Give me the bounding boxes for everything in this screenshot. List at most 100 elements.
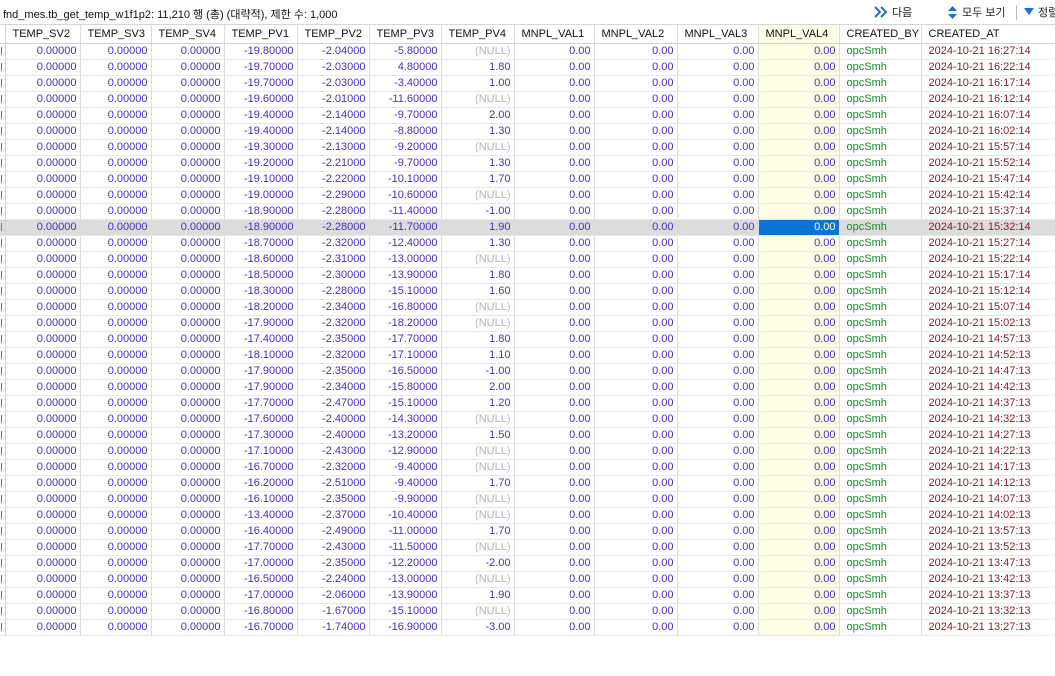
cell-temp-pv4[interactable]: (NULL) [441, 491, 515, 508]
cell-temp-pv4[interactable]: 1.30 [441, 235, 515, 252]
table-row[interactable]: 0.00000 0.00000 0.00000 -16.10000 -2.35000 -9… [0, 491, 1055, 508]
cell-temp-pv1[interactable]: -18.90000 [224, 203, 298, 220]
table-row[interactable]: 0.00000 0.00000 0.00000 -19.70000 -2.03000 -3… [0, 75, 1055, 92]
cell-mnpl-val1[interactable]: 0.00 [514, 443, 595, 460]
cell-temp-pv1[interactable]: -18.90000 [224, 219, 298, 236]
cell-mnpl-val4[interactable]: 0.00 [758, 459, 840, 476]
cell-mnpl-val2[interactable]: 0.00 [594, 443, 678, 460]
cell-mnpl-val3[interactable]: 0.00 [677, 491, 759, 508]
cell-temp-sv2[interactable]: 0.00000 [5, 315, 81, 332]
cell-mnpl-val3[interactable]: 0.00 [677, 603, 759, 620]
cell-temp-pv3[interactable]: -13.90000 [369, 267, 442, 284]
table-row[interactable]: 0.00000 0.00000 0.00000 -17.10000 -2.43000 -1… [0, 443, 1055, 460]
cell-temp-pv3[interactable]: -11.50000 [369, 539, 442, 556]
row-header[interactable] [0, 219, 6, 236]
cell-temp-sv4[interactable]: 0.00000 [151, 43, 225, 60]
table-row[interactable]: 0.00000 0.00000 0.00000 -16.50000 -2.24000 -1… [0, 571, 1055, 588]
cell-mnpl-val1[interactable]: 0.00 [514, 523, 595, 540]
table-row[interactable]: 0.00000 0.00000 0.00000 -16.70000 -2.32000 -9… [0, 459, 1055, 476]
cell-temp-pv2[interactable]: -2.35000 [297, 555, 370, 572]
cell-temp-pv2[interactable]: -2.14000 [297, 123, 370, 140]
cell-temp-sv2[interactable]: 0.00000 [5, 203, 81, 220]
cell-mnpl-val3[interactable]: 0.00 [677, 379, 759, 396]
cell-temp-sv4[interactable]: 0.00000 [151, 299, 225, 316]
cell-created-at[interactable]: 2024-10-21 15:57:14 [921, 139, 1055, 156]
cell-temp-pv1[interactable]: -18.20000 [224, 299, 298, 316]
cell-mnpl-val4[interactable]: 0.00 [758, 331, 840, 348]
cell-created-by[interactable]: opcSmh [839, 571, 922, 588]
cell-temp-sv3[interactable]: 0.00000 [80, 171, 152, 188]
column-header-created-by[interactable]: CREATED_BY [839, 25, 922, 44]
cell-temp-pv2[interactable]: -2.13000 [297, 139, 370, 156]
cell-temp-pv4[interactable]: 1.20 [441, 395, 515, 412]
cell-temp-pv4[interactable]: 1.60 [441, 283, 515, 300]
cell-mnpl-val3[interactable]: 0.00 [677, 123, 759, 140]
cell-temp-pv3[interactable]: -15.10000 [369, 395, 442, 412]
cell-temp-pv1[interactable]: -19.30000 [224, 139, 298, 156]
row-header[interactable] [0, 571, 6, 588]
cell-temp-sv3[interactable]: 0.00000 [80, 59, 152, 76]
table-row[interactable]: 0.00000 0.00000 0.00000 -18.30000 -2.28000 -1… [0, 283, 1055, 300]
cell-mnpl-val2[interactable]: 0.00 [594, 299, 678, 316]
cell-created-by[interactable]: opcSmh [839, 523, 922, 540]
cell-temp-pv3[interactable]: -11.60000 [369, 91, 442, 108]
cell-mnpl-val1[interactable]: 0.00 [514, 299, 595, 316]
cell-mnpl-val3[interactable]: 0.00 [677, 587, 759, 604]
cell-created-at[interactable]: 2024-10-21 13:37:13 [921, 587, 1055, 604]
cell-temp-pv4[interactable]: (NULL) [441, 411, 515, 428]
cell-temp-pv3[interactable]: 4.80000 [369, 59, 442, 76]
cell-temp-pv4[interactable]: (NULL) [441, 187, 515, 204]
cell-mnpl-val2[interactable]: 0.00 [594, 283, 678, 300]
cell-mnpl-val4[interactable]: 0.00 [758, 251, 840, 268]
table-row[interactable]: 0.00000 0.00000 0.00000 -18.20000 -2.34000 -1… [0, 299, 1055, 316]
cell-temp-pv2[interactable]: -2.32000 [297, 315, 370, 332]
cell-mnpl-val3[interactable]: 0.00 [677, 315, 759, 332]
cell-temp-sv4[interactable]: 0.00000 [151, 219, 225, 236]
cell-temp-sv4[interactable]: 0.00000 [151, 459, 225, 476]
cell-temp-sv2[interactable]: 0.00000 [5, 219, 81, 236]
cell-created-by[interactable]: opcSmh [839, 411, 922, 428]
table-row[interactable]: 0.00000 0.00000 0.00000 -18.70000 -2.32000 -1… [0, 235, 1055, 252]
cell-mnpl-val3[interactable]: 0.00 [677, 187, 759, 204]
cell-temp-sv2[interactable]: 0.00000 [5, 571, 81, 588]
cell-mnpl-val3[interactable]: 0.00 [677, 507, 759, 524]
cell-mnpl-val3[interactable]: 0.00 [677, 283, 759, 300]
cell-temp-pv2[interactable]: -2.31000 [297, 251, 370, 268]
cell-mnpl-val4[interactable]: 0.00 [758, 571, 840, 588]
cell-temp-pv4[interactable]: (NULL) [441, 43, 515, 60]
cell-temp-pv1[interactable]: -17.60000 [224, 411, 298, 428]
cell-created-by[interactable]: opcSmh [839, 427, 922, 444]
cell-created-at[interactable]: 2024-10-21 16:12:14 [921, 91, 1055, 108]
cell-mnpl-val3[interactable]: 0.00 [677, 219, 759, 236]
cell-temp-sv3[interactable]: 0.00000 [80, 155, 152, 172]
cell-temp-pv3[interactable]: -13.90000 [369, 587, 442, 604]
cell-created-by[interactable]: opcSmh [839, 59, 922, 76]
cell-mnpl-val2[interactable]: 0.00 [594, 219, 678, 236]
cell-mnpl-val4[interactable]: 0.00 [758, 171, 840, 188]
cell-temp-pv4[interactable]: (NULL) [441, 91, 515, 108]
cell-created-at[interactable]: 2024-10-21 16:27:14 [921, 43, 1055, 60]
row-header[interactable] [0, 395, 6, 412]
cell-temp-pv2[interactable]: -2.28000 [297, 203, 370, 220]
cell-temp-pv2[interactable]: -2.29000 [297, 187, 370, 204]
row-header[interactable] [0, 59, 6, 76]
cell-mnpl-val3[interactable]: 0.00 [677, 107, 759, 124]
cell-temp-sv2[interactable]: 0.00000 [5, 379, 81, 396]
table-row[interactable]: 0.00000 0.00000 0.00000 -16.40000 -2.49000 -1… [0, 523, 1055, 540]
cell-temp-pv3[interactable]: -13.00000 [369, 571, 442, 588]
cell-temp-pv4[interactable]: 1.80 [441, 267, 515, 284]
cell-temp-sv2[interactable]: 0.00000 [5, 171, 81, 188]
cell-temp-sv2[interactable]: 0.00000 [5, 363, 81, 380]
cell-created-at[interactable]: 2024-10-21 14:37:13 [921, 395, 1055, 412]
cell-mnpl-val1[interactable]: 0.00 [514, 203, 595, 220]
cell-temp-sv3[interactable]: 0.00000 [80, 299, 152, 316]
cell-mnpl-val3[interactable]: 0.00 [677, 443, 759, 460]
cell-temp-pv4[interactable]: 1.90 [441, 219, 515, 236]
cell-temp-pv1[interactable]: -17.30000 [224, 427, 298, 444]
cell-created-at[interactable]: 2024-10-21 14:17:13 [921, 459, 1055, 476]
cell-temp-sv3[interactable]: 0.00000 [80, 507, 152, 524]
cell-temp-sv3[interactable]: 0.00000 [80, 363, 152, 380]
cell-temp-pv1[interactable]: -16.80000 [224, 603, 298, 620]
cell-temp-pv2[interactable]: -2.35000 [297, 363, 370, 380]
cell-mnpl-val2[interactable]: 0.00 [594, 523, 678, 540]
